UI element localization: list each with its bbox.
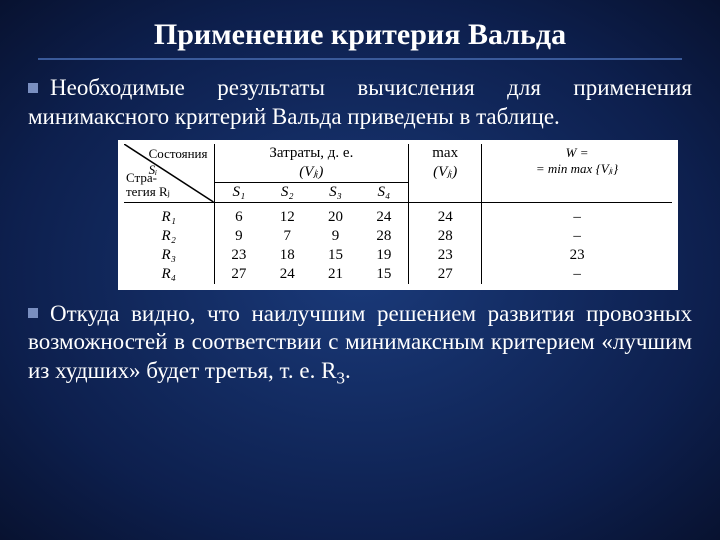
diag-bot-1: Стра- <box>126 170 157 185</box>
diagonal-header: Состояния Sᵢ Стра- тегия Rⱼ <box>124 144 214 203</box>
col-s4: S₄ <box>360 182 409 202</box>
col-s3: S₃ <box>311 182 359 202</box>
diag-bot-2: тегия Rⱼ <box>126 184 170 199</box>
slide-title: Применение критерия Вальда <box>28 18 692 52</box>
table-row: R₁ 6 12 20 24 24 – <box>124 202 672 227</box>
table-row: R₂ 9 7 9 28 28 – <box>124 227 672 246</box>
wald-table: Состояния Sᵢ Стра- тегия Rⱼ Затраты, д. … <box>118 140 678 290</box>
paragraph-2: Откуда видно, что наилучшим решением раз… <box>28 300 692 390</box>
costs-header: Затраты, д. е. (Vⱼᵢ) <box>214 144 409 183</box>
diag-top-label: Состояния <box>149 146 208 161</box>
max-header: max (Vⱼᵢ) <box>409 144 482 203</box>
paragraph-2-text-b: . <box>345 358 351 383</box>
paragraph-1-text: Необходимые результаты вычисления для пр… <box>28 75 692 129</box>
paragraph-2-sub: 3 <box>336 369 345 388</box>
col-s1: S₁ <box>214 182 263 202</box>
bullet-icon <box>28 83 38 93</box>
col-s2: S₂ <box>263 182 311 202</box>
paragraph-2-text-a: Откуда видно, что наилучшим решением раз… <box>28 301 692 384</box>
table-row: R₃ 23 18 15 19 23 23 <box>124 246 672 265</box>
table-row: R₄ 27 24 21 15 27 – <box>124 265 672 284</box>
w-header: W = = min max {Vⱼᵢ} <box>482 144 672 203</box>
bullet-icon <box>28 308 38 318</box>
title-underline <box>38 58 682 60</box>
paragraph-1: Необходимые результаты вычисления для пр… <box>28 74 692 132</box>
